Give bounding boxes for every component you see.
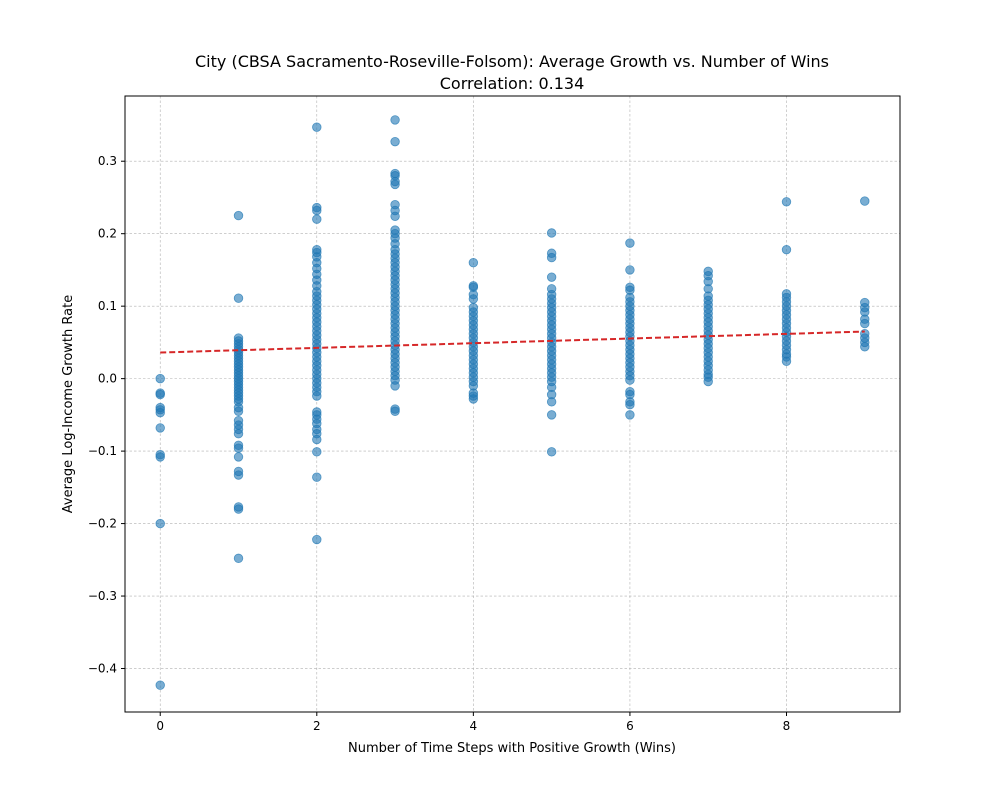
y-tick-label: −0.1: [88, 444, 117, 458]
y-tick-label: 0.2: [98, 227, 117, 241]
x-axis-label: Number of Time Steps with Positive Growt…: [348, 741, 676, 756]
y-tick-label: −0.4: [88, 662, 117, 676]
data-point: [233, 443, 244, 453]
data-point: [546, 397, 557, 407]
data-point: [860, 318, 870, 329]
data-point: [625, 375, 635, 385]
y-axis-label: Average Log-Income Growth Rate: [61, 295, 76, 513]
data-point: [312, 391, 322, 401]
y-tick-label: −0.3: [88, 589, 117, 603]
chart-title: City (CBSA Sacramento-Roseville-Folsom):…: [195, 52, 829, 71]
data-point: [233, 470, 244, 480]
data-point: [625, 400, 635, 410]
data-point: [155, 373, 165, 384]
y-tick-label: 0.3: [98, 154, 117, 168]
plot-area: [125, 96, 900, 712]
x-tick-label: 2: [313, 719, 321, 733]
data-point: [312, 434, 322, 445]
data-point: [390, 211, 400, 222]
data-point: [233, 452, 244, 462]
data-point: [860, 342, 870, 352]
axis-ticks: 0 2 4 6 8 −0.4 −0.3 −0.2 −0.1 0.0 0.1 0.2 0.3: [88, 154, 790, 733]
data-point: [625, 265, 635, 275]
data-point: [781, 197, 792, 207]
data-point: [312, 205, 322, 216]
data-point: [233, 504, 244, 514]
x-tick-label: 8: [783, 719, 791, 733]
data-points: [155, 115, 870, 690]
data-point: [233, 429, 244, 439]
data-point: [233, 406, 244, 416]
data-point: [155, 518, 165, 529]
data-point: [781, 356, 792, 366]
y-tick-label: 0.0: [98, 372, 117, 386]
x-tick-label: 6: [626, 719, 634, 733]
data-point: [155, 680, 165, 690]
data-point: [155, 389, 165, 400]
data-point: [312, 534, 322, 545]
data-point: [155, 452, 165, 462]
data-point: [312, 447, 322, 457]
trend-line-group: [160, 330, 865, 354]
data-point: [155, 423, 165, 433]
data-point: [390, 115, 400, 125]
chart-subtitle: Correlation: 0.134: [440, 74, 585, 93]
data-point: [625, 410, 635, 420]
data-point: [233, 293, 244, 303]
data-point: [233, 210, 244, 221]
data-point: [390, 179, 400, 190]
x-tick-label: 0: [156, 719, 164, 733]
data-point: [233, 553, 244, 564]
x-tick-label: 4: [470, 719, 478, 733]
data-point: [390, 136, 400, 147]
data-point: [468, 257, 479, 268]
data-point: [625, 238, 635, 248]
data-point: [546, 447, 557, 457]
data-point: [390, 381, 400, 391]
data-point: [546, 410, 557, 420]
y-tick-label: 0.1: [98, 299, 117, 313]
data-point: [312, 122, 322, 132]
plot-frame: [124, 95, 901, 713]
data-point: [468, 394, 479, 404]
data-point: [546, 252, 557, 263]
data-point: [546, 272, 557, 282]
data-point: [860, 196, 870, 206]
y-tick-label: −0.2: [88, 517, 117, 531]
data-point: [155, 407, 165, 418]
data-point: [312, 214, 322, 224]
grid-lines: [125, 96, 900, 712]
data-point: [546, 228, 557, 238]
data-point: [781, 244, 792, 255]
data-point: [468, 294, 479, 304]
data-point: [703, 376, 713, 387]
data-point: [312, 472, 322, 482]
data-point: [390, 406, 400, 416]
trend-line: [160, 330, 865, 354]
